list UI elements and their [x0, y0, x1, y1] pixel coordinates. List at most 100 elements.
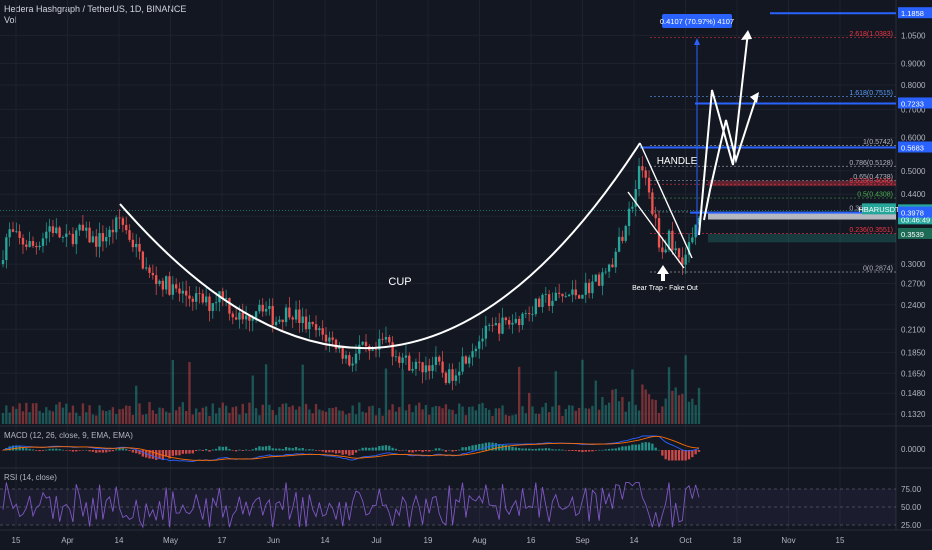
candle-body	[684, 254, 687, 265]
macd-histogram-bar	[108, 450, 111, 452]
macd-histogram-bar	[464, 447, 468, 451]
macd-histogram-bar	[21, 446, 25, 451]
macd-histogram-bar	[194, 450, 198, 452]
candle-body	[88, 227, 91, 243]
macd-histogram-bar	[208, 450, 211, 452]
volume-bar	[45, 407, 48, 424]
macd-histogram-bar	[694, 450, 697, 455]
volume-bars	[1, 355, 701, 424]
volume-bar	[165, 411, 168, 424]
price-tag	[898, 227, 932, 239]
fib-label: 1(0.5742)	[863, 139, 893, 146]
macd-histogram-bar	[651, 443, 654, 451]
macd-histogram-bar	[358, 449, 361, 451]
macd-histogram-bar	[55, 448, 58, 451]
volume-bar	[231, 407, 234, 424]
macd-histogram-bar	[258, 446, 261, 451]
volume-bar	[51, 411, 55, 424]
candle-body	[318, 328, 321, 331]
macd-histogram-bar	[288, 447, 291, 451]
volume-bar	[228, 412, 231, 424]
fib-label: 0.5(0.4308)	[857, 192, 893, 199]
volume-bar	[105, 411, 108, 424]
candle-body	[431, 364, 434, 372]
candle-body	[234, 317, 238, 320]
candle-body	[401, 357, 404, 363]
candle-body	[521, 313, 524, 326]
volume-bar	[178, 406, 181, 424]
time-tick-label: 18	[733, 536, 742, 545]
macd-histogram-bar	[11, 445, 15, 451]
candle-body	[451, 369, 454, 381]
macd-histogram-bar	[271, 448, 274, 451]
volume-bar	[401, 369, 404, 424]
candle-body	[484, 325, 488, 339]
volume-bar	[321, 410, 324, 424]
fib-levels: 2.618(1.0383) 1.618(0.7515) 1(0.5742) 0.786…	[0, 12, 896, 272]
macd-histogram-bar	[381, 445, 384, 451]
volume-bar	[11, 406, 15, 424]
macd-histogram-bar	[28, 448, 31, 451]
volume-bar	[211, 403, 214, 424]
volume-bar	[617, 401, 621, 424]
price-tag	[898, 141, 932, 153]
macd-histogram-bar	[95, 450, 98, 453]
rsi-tick-label: 50.00	[901, 503, 922, 512]
price-tag-label: 0.7233	[901, 99, 924, 108]
candle-body	[331, 337, 334, 340]
macd-histogram-bar	[244, 449, 248, 451]
macd-histogram-bar	[601, 449, 604, 451]
candle-body	[644, 170, 647, 178]
macd-label: MACD (12, 26, close, 9, EMA, EMA)	[4, 431, 133, 440]
time-tick-label: 14	[115, 536, 124, 545]
candle-body	[471, 351, 474, 358]
candle-body	[131, 239, 135, 248]
candle-body	[78, 224, 81, 231]
volume-bar	[204, 406, 208, 424]
macd-histogram-bar	[551, 449, 554, 451]
volume-bar	[561, 415, 564, 424]
candle-body	[687, 242, 691, 255]
volume-bar	[261, 404, 264, 424]
time-tick-label: Nov	[781, 536, 795, 545]
candle-body	[278, 319, 281, 322]
macd-histogram-bar	[314, 450, 318, 451]
volume-bar	[488, 409, 491, 424]
volume-bar	[654, 399, 657, 424]
volume-bar	[587, 408, 591, 424]
candle-body	[501, 317, 504, 334]
macd-histogram-bar	[118, 448, 121, 451]
macd-histogram-bar	[361, 447, 364, 451]
volume-bar	[291, 405, 294, 424]
macd-histogram-bar	[667, 450, 671, 461]
macd-histogram-bar	[334, 450, 338, 454]
handle-line-upper	[639, 142, 693, 259]
volume-bar	[554, 371, 557, 424]
macd-histogram-bar	[401, 450, 404, 451]
time-tick-label: 15	[836, 536, 845, 545]
macd-histogram-bar	[664, 450, 667, 460]
macd-histogram-bar	[584, 450, 587, 452]
macd-histogram-bar	[181, 450, 184, 454]
candle-body	[594, 274, 597, 282]
volume-bar	[191, 414, 194, 424]
macd-histogram-bar	[484, 442, 488, 451]
volume-bar	[547, 412, 551, 424]
symbol-tag-label: HBARUSDT	[858, 205, 900, 214]
volume-bar	[438, 406, 441, 424]
candle-body	[254, 311, 258, 318]
volume-bar	[664, 398, 667, 424]
projection-arrowhead	[741, 30, 752, 40]
volume-bar	[131, 414, 135, 424]
candle-body	[301, 316, 304, 323]
candle-body	[378, 338, 381, 350]
volume-bar	[691, 398, 694, 424]
candle-body	[464, 356, 468, 364]
volume-bar	[308, 409, 311, 424]
volume-bar	[458, 403, 461, 424]
volume-bar	[571, 405, 574, 424]
volume-bar	[637, 410, 641, 424]
volume-bar	[108, 410, 111, 424]
candle-body	[25, 244, 28, 247]
